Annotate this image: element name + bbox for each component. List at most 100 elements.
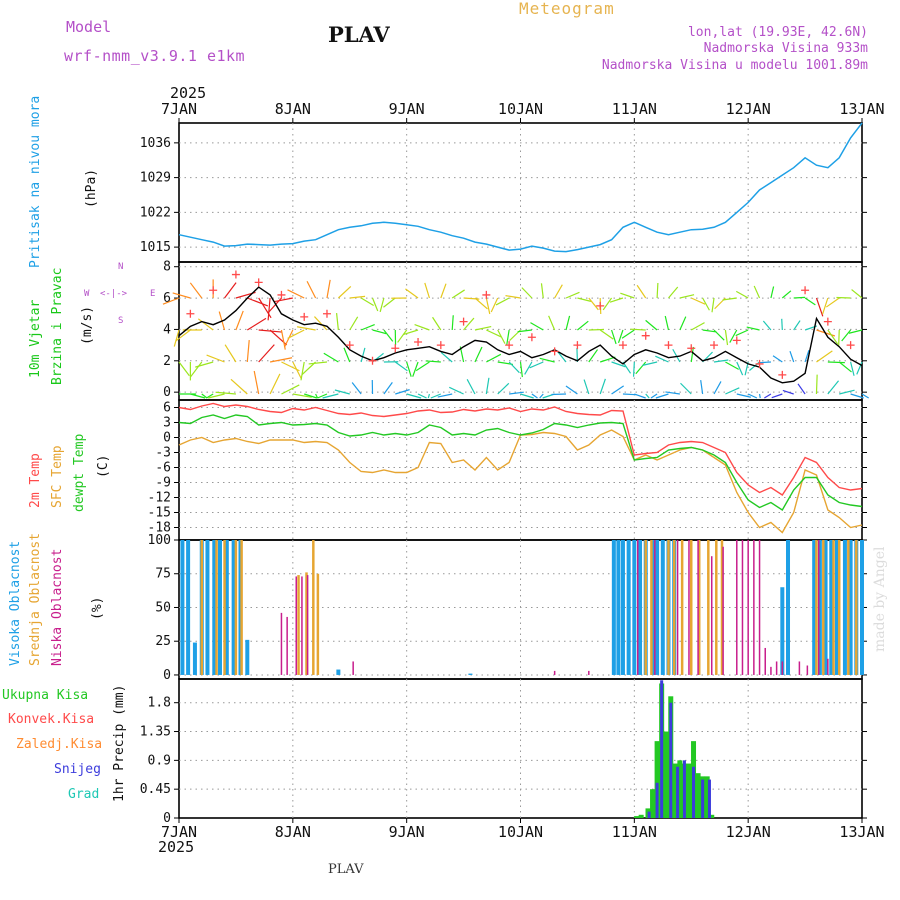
wind-gust-marker <box>687 344 696 353</box>
wind-arrow <box>287 329 305 339</box>
wind-ytick-label: 8 <box>163 260 171 275</box>
cloud-mid-bar <box>223 540 226 675</box>
cloud-low-bar <box>295 576 297 675</box>
wind-arrow <box>540 283 544 299</box>
wind-arrow <box>702 297 710 311</box>
cloud-high-bar <box>823 540 828 675</box>
cloud-low-bar <box>280 612 283 675</box>
cloud-low-bar <box>352 661 354 675</box>
wind-arrow <box>474 346 483 363</box>
clouds-ytick-label: 75 <box>155 567 171 582</box>
wind-arrow <box>360 297 374 307</box>
wind-arrow <box>247 297 269 307</box>
wind-arrow <box>432 316 442 331</box>
precip-ytick-label: 1.35 <box>140 725 171 740</box>
wind-arrow <box>425 360 441 363</box>
wind-arrow <box>486 353 502 363</box>
wind-arrow <box>451 315 454 331</box>
cloud-low-bar <box>764 647 766 675</box>
wind-arrow <box>539 393 544 399</box>
wind-arrow <box>620 292 635 299</box>
cloud-low-bar <box>654 540 656 675</box>
wind-arrow <box>414 324 430 331</box>
wind-arrow <box>337 285 352 299</box>
cloud-high-bar <box>231 540 236 675</box>
wind-arrow <box>406 361 412 377</box>
wind-arrow <box>508 361 520 374</box>
wind-gust-marker <box>801 286 810 295</box>
wind-gust-marker <box>573 341 582 350</box>
wind-arrow <box>529 361 544 369</box>
wind-gust-marker <box>846 341 855 350</box>
wind-arrow <box>395 389 410 395</box>
cloud-high-bar <box>205 540 210 675</box>
precip-total-bar <box>695 773 701 818</box>
cloud-mid-bar <box>837 540 841 675</box>
wind-arrow <box>656 282 659 299</box>
wind-arrow <box>645 393 650 399</box>
wind-arrow <box>495 297 510 306</box>
wind-arrow <box>215 391 236 395</box>
cloud-high-bar <box>660 540 665 675</box>
wind-arrow <box>713 381 722 395</box>
wind-arrow <box>281 384 300 395</box>
wind-arrow <box>224 282 237 299</box>
wind-arrow <box>394 361 408 372</box>
wind-arrow <box>588 328 605 331</box>
wind-ytick-label: 4 <box>163 322 171 337</box>
wind-arrow <box>273 297 293 303</box>
wind-arrow <box>856 361 863 375</box>
wind-gust-marker <box>414 337 423 346</box>
wind-arrow <box>326 279 331 299</box>
wind-arrow <box>700 380 704 395</box>
cloud-high-bar <box>611 540 616 675</box>
cloud-high-bar <box>616 540 621 675</box>
wind-arrow <box>725 361 739 370</box>
cloud-high-bar <box>180 540 185 675</box>
wind-arrow <box>735 329 749 337</box>
footer-station: PLAV <box>328 862 364 877</box>
wind-gust-marker <box>664 341 673 350</box>
x-tick-label-bottom: 11JAN <box>612 823 657 841</box>
wind-arrow <box>379 297 385 313</box>
wind-arrow <box>838 329 840 346</box>
cloud-mid-bar <box>697 540 701 675</box>
pressure-line <box>178 122 863 253</box>
x-tick-label-top: 7JAN <box>161 100 197 118</box>
wind-arrow <box>412 361 419 377</box>
wind-arrow <box>804 297 816 306</box>
wind-arrow <box>797 383 806 395</box>
wind-arrow <box>253 370 260 395</box>
precip-ytick-label: 0 <box>163 811 171 826</box>
wind-arrow <box>753 285 761 299</box>
cloud-mid-bar <box>312 540 315 675</box>
wind-arrow <box>782 389 794 395</box>
x-tick-label-top: 13JAN <box>839 100 884 118</box>
year-label-top: 2025 <box>170 84 207 102</box>
wind-speed-line <box>178 286 863 384</box>
precip-snow-bar <box>701 779 705 818</box>
wind-gust-marker <box>322 309 331 318</box>
wind-arrow <box>417 393 427 399</box>
temperature-ytick-label: -6 <box>155 461 171 476</box>
wind-arrow <box>485 297 491 315</box>
temperature-ytick-label: -9 <box>155 476 171 491</box>
cloud-low-bar <box>753 540 755 675</box>
clouds-ytick-label: 100 <box>148 533 171 548</box>
cloud-high-bar <box>655 540 660 675</box>
cloud-mid-bar <box>680 540 684 675</box>
year-label-bottom: 2025 <box>158 838 195 856</box>
wind-arrow <box>679 316 687 331</box>
wind-arrow <box>735 290 749 299</box>
wind-gust-marker <box>345 341 354 350</box>
wind-arrow <box>505 295 521 299</box>
wind-arrow <box>722 297 737 301</box>
wind-arrow <box>747 393 758 399</box>
model-elevation-label: Nadmorska Visina u modelu 1001.89m <box>601 58 868 73</box>
wind-arrow <box>323 352 339 363</box>
wind-gust-marker <box>300 312 309 321</box>
cloud-low-bar <box>817 540 820 675</box>
wind-arrow <box>822 297 829 315</box>
wind-arrow <box>827 361 845 364</box>
cloud-mid-bar <box>822 540 825 675</box>
